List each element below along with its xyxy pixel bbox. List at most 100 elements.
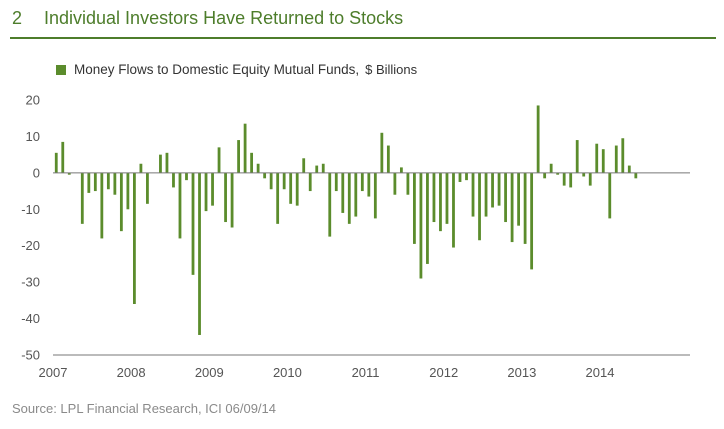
bar: [295, 172, 299, 206]
bar: [67, 172, 71, 175]
bar: [627, 165, 631, 173]
bar: [517, 172, 520, 226]
bar: [146, 172, 149, 204]
bar: [406, 172, 410, 195]
bar: [373, 172, 377, 219]
bar: [243, 123, 247, 173]
bar: [178, 172, 182, 239]
legend-swatch: [56, 64, 66, 75]
bar: [439, 172, 442, 232]
bar: [413, 172, 416, 244]
bar: [204, 172, 208, 212]
bar: [510, 172, 514, 243]
bar: [543, 172, 547, 179]
bar: [621, 138, 625, 173]
x-tick-label: 2013: [507, 365, 536, 380]
bar: [380, 132, 384, 173]
bar: [230, 172, 234, 228]
bar: [530, 172, 534, 270]
figure-number: 2: [12, 8, 23, 28]
bar: [549, 163, 553, 173]
bar: [93, 172, 97, 192]
bar: [276, 172, 280, 224]
figure-header: 2 Individual Investors Have Returned to …: [0, 0, 724, 40]
bar: [113, 172, 117, 195]
bar: [452, 172, 455, 248]
y-tick-label: 10: [26, 129, 40, 144]
bar: [614, 145, 618, 173]
bar: [601, 149, 605, 173]
y-tick-label: 20: [26, 93, 40, 108]
bar: [106, 172, 110, 190]
bar: [523, 172, 527, 244]
legend-units: $ Billions: [365, 62, 418, 77]
bar: [341, 172, 345, 213]
bar: [237, 140, 240, 173]
bar: [465, 172, 468, 181]
y-tick-label: -30: [21, 275, 40, 290]
bar: [133, 172, 136, 304]
bar: [491, 172, 494, 208]
bar: [484, 172, 488, 217]
y-tick-label: -40: [21, 311, 40, 326]
bar: [269, 172, 273, 190]
header-rule: [10, 37, 716, 39]
bar: [80, 172, 84, 224]
bar: [497, 172, 501, 206]
bar: [126, 172, 130, 210]
bar: [360, 172, 364, 192]
bar: [61, 141, 65, 173]
bar: [159, 154, 162, 173]
bar: [569, 172, 573, 188]
y-tick-label: -20: [21, 238, 40, 253]
bar: [172, 172, 175, 188]
bar: [308, 172, 312, 192]
bar: [562, 172, 566, 186]
x-tick-label: 2014: [586, 365, 615, 380]
bar: [536, 105, 540, 173]
bar: [165, 152, 169, 173]
bar: [354, 172, 358, 217]
bar: [582, 172, 586, 177]
y-tick-label: -10: [21, 202, 40, 217]
bar: [634, 172, 638, 179]
bar: [595, 143, 599, 173]
y-tick-label: -50: [21, 348, 40, 363]
bar: [282, 172, 286, 190]
x-tick-label: 2010: [273, 365, 302, 380]
source-note: Source: LPL Financial Research, ICI 06/0…: [12, 401, 276, 416]
bar: [445, 172, 449, 224]
bar: [334, 172, 338, 192]
chart-legend: Money Flows to Domestic Equity Mutual Fu…: [56, 62, 417, 77]
bar: [608, 172, 612, 219]
legend-series-label: Money Flows to Domestic Equity Mutual Fu…: [74, 62, 360, 77]
x-tick-label: 2009: [195, 365, 224, 380]
bar: [289, 172, 293, 204]
bar: [54, 152, 58, 173]
figure-title: Individual Investors Have Returned to St…: [44, 8, 404, 28]
bar: [458, 172, 462, 182]
bar: [328, 172, 332, 237]
bar: [471, 172, 475, 217]
y-tick-label: 0: [33, 165, 40, 180]
bar: [588, 172, 592, 186]
x-tick-label: 2011: [352, 365, 380, 380]
bar: [191, 172, 195, 275]
x-tick-label: 2007: [39, 365, 68, 380]
bar: [321, 163, 325, 173]
bar: [393, 172, 397, 195]
bar: [302, 158, 306, 173]
x-tick-label: 2008: [117, 365, 146, 380]
bar: [217, 147, 221, 173]
bar: [211, 172, 214, 206]
bar: [198, 172, 201, 335]
bar: [399, 167, 403, 173]
bar: [119, 172, 123, 232]
bar: [347, 172, 351, 224]
bar: [504, 172, 507, 223]
bar: [367, 172, 371, 197]
x-tick-label: 2012: [429, 365, 458, 380]
bar: [315, 165, 319, 173]
bar: [432, 172, 436, 223]
